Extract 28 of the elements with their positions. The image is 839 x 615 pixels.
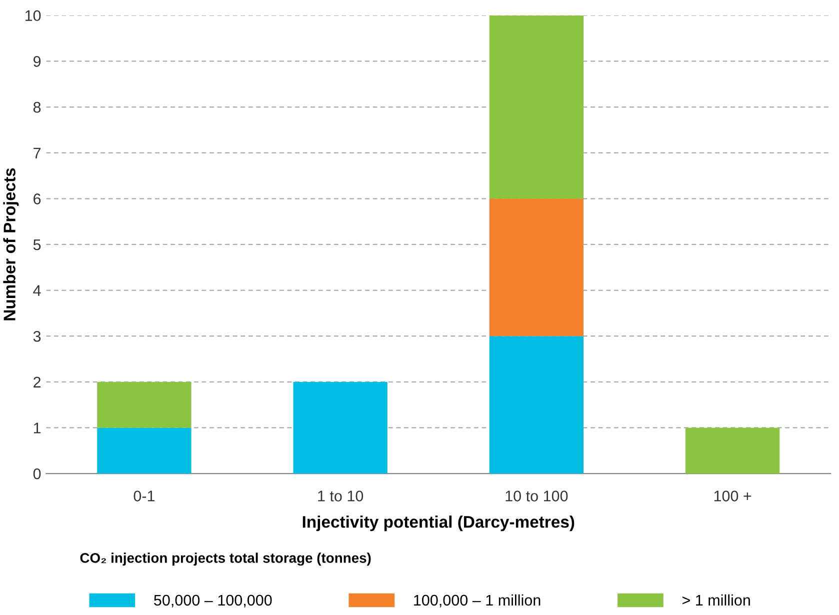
legend-title: CO₂ injection projects total storage (tonnes) [80, 552, 371, 566]
x-tick-label: 10 to 100 [506, 490, 568, 502]
y-tick-label: 6 [34, 194, 41, 204]
y-tick-label: 2 [34, 376, 41, 388]
x-axis-title: Injectivity potential (Darcy-metres) [302, 516, 574, 532]
x-tick-label: 1 to 10 [318, 490, 364, 502]
y-axis-title: Number of Projects [3, 168, 19, 320]
y-tick-label: 1 [34, 422, 41, 434]
bar [489, 336, 584, 474]
y-tick-label: 0 [33, 468, 41, 480]
bar [489, 15, 584, 199]
bar [97, 428, 192, 474]
legend-label: 50,000 – 100,000 [154, 594, 272, 608]
bar [489, 198, 584, 336]
y-tick-label: 3 [33, 330, 41, 342]
y-tick-label: 10 [25, 10, 41, 22]
x-tick-label: 100 + [714, 490, 752, 502]
y-tick-label: 4 [33, 285, 41, 296]
legend-label: 100,000 – 1 million [414, 594, 540, 608]
y-tick-label: 5 [33, 239, 41, 250]
bar [685, 428, 780, 474]
y-tick-label: 9 [34, 56, 41, 67]
bar [293, 382, 388, 474]
legend-label: > 1 million [682, 594, 750, 606]
bar [97, 382, 192, 428]
y-tick-label: 8 [33, 102, 41, 113]
x-tick-label: 0-1 [134, 490, 154, 502]
y-tick-label: 7 [34, 148, 41, 158]
